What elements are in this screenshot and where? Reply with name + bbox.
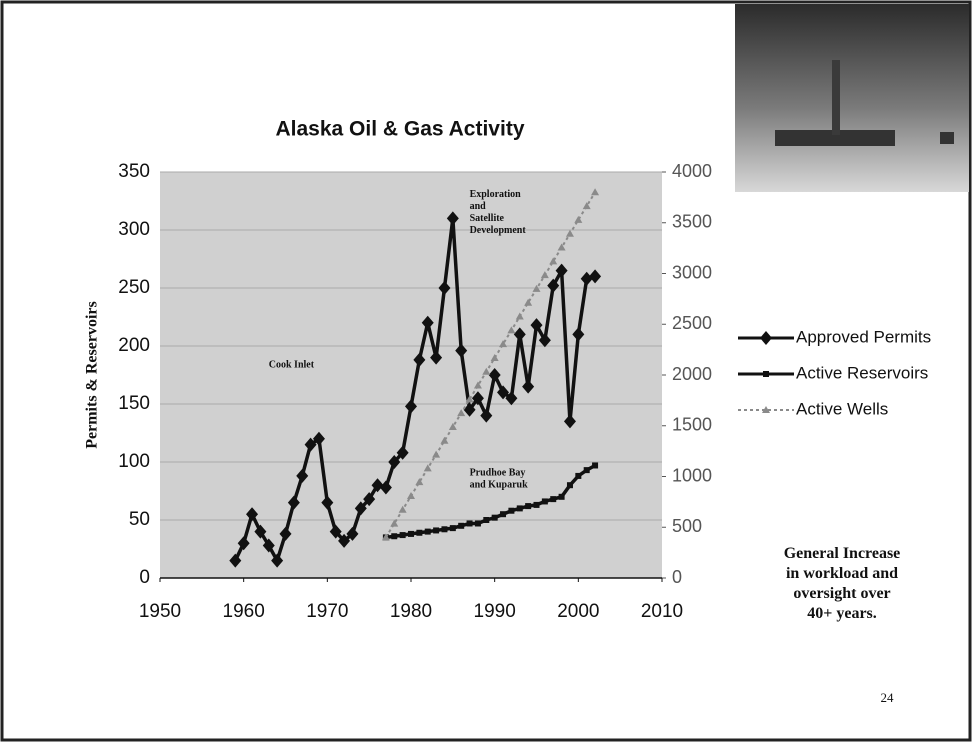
page-number: 24	[881, 690, 895, 705]
y-tick-label: 50	[129, 509, 150, 530]
marker	[567, 482, 573, 488]
y-tick-label: 300	[118, 219, 150, 240]
marker	[534, 502, 540, 508]
y2-tick-label: 2500	[672, 313, 712, 333]
y2-tick-label: 500	[672, 516, 702, 536]
marker	[475, 520, 481, 526]
legend-label: Active Wells	[796, 399, 888, 418]
marker	[416, 530, 422, 536]
y-tick-label: 250	[118, 277, 150, 298]
legend-label: Approved Permits	[796, 327, 931, 346]
y2-tick-label: 3000	[672, 262, 712, 282]
marker	[408, 531, 414, 537]
y2-tick-label: 4000	[672, 161, 712, 181]
x-tick-label: 1990	[474, 601, 516, 622]
marker	[517, 505, 523, 511]
x-tick-label: 1960	[223, 601, 265, 622]
x-tick-label: 2000	[557, 601, 599, 622]
marker	[400, 532, 406, 538]
marker	[559, 494, 565, 500]
y2-tick-label: 0	[672, 567, 682, 587]
annotation: Cook Inlet	[269, 360, 315, 371]
photo	[735, 4, 969, 192]
y-axis-label: Permits & Reservoirs	[84, 301, 101, 449]
x-tick-label: 1950	[139, 601, 181, 622]
marker	[450, 525, 456, 531]
marker	[550, 496, 556, 502]
y-tick-label: 100	[118, 451, 150, 472]
x-tick-label: 1980	[390, 601, 432, 622]
marker	[425, 529, 431, 535]
y-tick-label: 350	[118, 161, 150, 182]
slide: Alaska Oil & Gas Activity Permits & Rese…	[0, 0, 972, 744]
marker	[542, 498, 548, 504]
marker	[391, 533, 397, 539]
x-tick-label: 2010	[641, 601, 683, 622]
y2-tick-label: 3500	[672, 212, 712, 232]
marker	[763, 371, 769, 377]
marker	[575, 473, 581, 479]
chart-title: Alaska Oil & Gas Activity	[276, 118, 525, 141]
legend-label: Active Reservoirs	[796, 363, 928, 382]
y2-tick-label: 1000	[672, 465, 712, 485]
marker	[433, 527, 439, 533]
y2-tick-label: 1500	[672, 415, 712, 435]
marker	[441, 526, 447, 532]
marker	[592, 462, 598, 468]
y-tick-label: 200	[118, 335, 150, 356]
plot-area	[160, 172, 662, 578]
x-tick-label: 1970	[306, 601, 348, 622]
marker	[458, 523, 464, 529]
marker	[508, 508, 514, 514]
marker	[483, 517, 489, 523]
y-tick-label: 0	[139, 567, 150, 588]
y2-tick-label: 2000	[672, 364, 712, 384]
marker	[525, 503, 531, 509]
marker	[584, 467, 590, 473]
annotation: Prudhoe Bayand Kuparuk	[470, 468, 529, 491]
y-tick-label: 150	[118, 393, 150, 414]
marker	[492, 515, 498, 521]
marker	[500, 511, 506, 517]
marker	[467, 520, 473, 526]
